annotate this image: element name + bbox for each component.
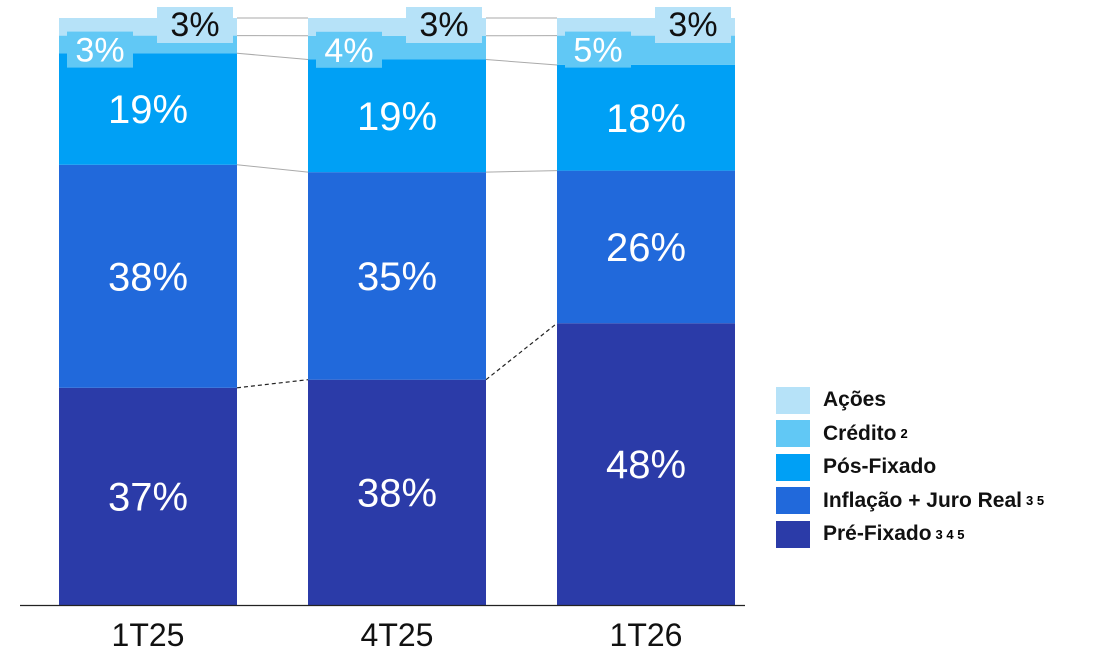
bar-pre-fixado-1t25 xyxy=(59,387,237,605)
data-label-inflacao-juro-real-4t25: 35% xyxy=(357,255,437,299)
data-label-box-credito-1t26 xyxy=(565,31,631,68)
data-label-pos-fixado-1t26: 18% xyxy=(606,97,686,141)
data-label-box-acoes-4t25 xyxy=(406,7,482,43)
connector-line-1-1 xyxy=(236,379,309,389)
legend-sup-pre-fixado: 3 4 5 xyxy=(935,526,965,542)
data-label-acoes-4t25: 3% xyxy=(419,6,468,44)
x-tick-label-1t26: 1T26 xyxy=(610,617,683,653)
bar-inflacao-juro-real-1t26 xyxy=(557,170,735,324)
data-label-credito-1t25: 3% xyxy=(75,32,124,70)
data-label-box-acoes-1t26 xyxy=(655,7,731,43)
data-label-pos-fixado-1t25: 19% xyxy=(108,88,188,132)
legend-label-inflacao: Inflação + Juro Real xyxy=(823,488,1022,512)
legend-swatch-acoes xyxy=(776,386,810,414)
legend: Ações Crédito 2 Pós-Fixado Inflação + Ju… xyxy=(776,384,1044,552)
data-label-inflacao-juro-real-1t25: 38% xyxy=(108,255,188,299)
x-tick-label-4t25: 4T25 xyxy=(361,617,434,653)
legend-swatch-inflacao xyxy=(776,487,810,514)
data-label-box-credito-1t25 xyxy=(67,31,133,68)
legend-sup-credito: 2 xyxy=(900,426,908,441)
legend-item-acoes: Ações xyxy=(776,384,1044,416)
data-label-inflacao-juro-real-1t26: 26% xyxy=(606,226,686,270)
data-label-credito-4t25: 4% xyxy=(324,32,373,70)
x-tick-label-1t25: 1T25 xyxy=(112,617,185,653)
bar-inflacao-juro-real-4t25 xyxy=(308,172,486,380)
bar-pre-fixado-4t25 xyxy=(308,379,486,605)
bar-pos-fixado-1t26 xyxy=(557,64,735,171)
bar-pre-fixado-1t26 xyxy=(557,323,735,605)
connector-line-1-2 xyxy=(236,164,309,173)
legend-swatch-pre-fixado xyxy=(776,520,810,548)
bar-pos-fixado-4t25 xyxy=(308,59,486,173)
legend-swatch-pos-fixado xyxy=(776,453,810,481)
connector-line-2-2 xyxy=(485,170,558,173)
legend-label-credito: Crédito xyxy=(823,421,897,445)
data-label-pre-fixado-1t26: 48% xyxy=(606,443,686,487)
legend-swatch-credito xyxy=(776,420,810,447)
data-label-pre-fixado-4t25: 38% xyxy=(357,471,437,515)
data-label-acoes-1t25: 3% xyxy=(170,6,219,44)
legend-label-pre-fixado: Pré-Fixado xyxy=(823,522,932,545)
data-label-pre-fixado-1t25: 37% xyxy=(108,475,188,519)
legend-item-inflacao: Inflação + Juro Real 3 5 xyxy=(776,485,1044,517)
data-label-box-credito-4t25 xyxy=(316,31,382,68)
connector-line-2-1 xyxy=(485,322,558,381)
data-label-box-acoes-1t25 xyxy=(157,7,233,43)
data-label-pos-fixado-4t25: 19% xyxy=(357,95,437,139)
connector-line-2-3 xyxy=(485,59,558,66)
legend-item-pre-fixado: Pré-Fixado 3 4 5 xyxy=(776,518,1044,550)
bar-inflacao-juro-real-1t25 xyxy=(59,164,237,388)
connector-line-1-3 xyxy=(236,52,309,61)
legend-item-pos-fixado: Pós-Fixado xyxy=(776,451,1044,483)
data-label-acoes-1t26: 3% xyxy=(668,6,717,44)
legend-label-acoes: Ações xyxy=(823,388,887,411)
legend-item-credito: Crédito 2 xyxy=(776,418,1044,450)
data-label-credito-1t26: 5% xyxy=(573,32,622,70)
legend-sup-inflacao: 3 5 xyxy=(1026,493,1045,508)
bar-pos-fixado-1t25 xyxy=(59,53,237,165)
legend-label-pos-fixado: Pós-Fixado xyxy=(823,455,937,478)
